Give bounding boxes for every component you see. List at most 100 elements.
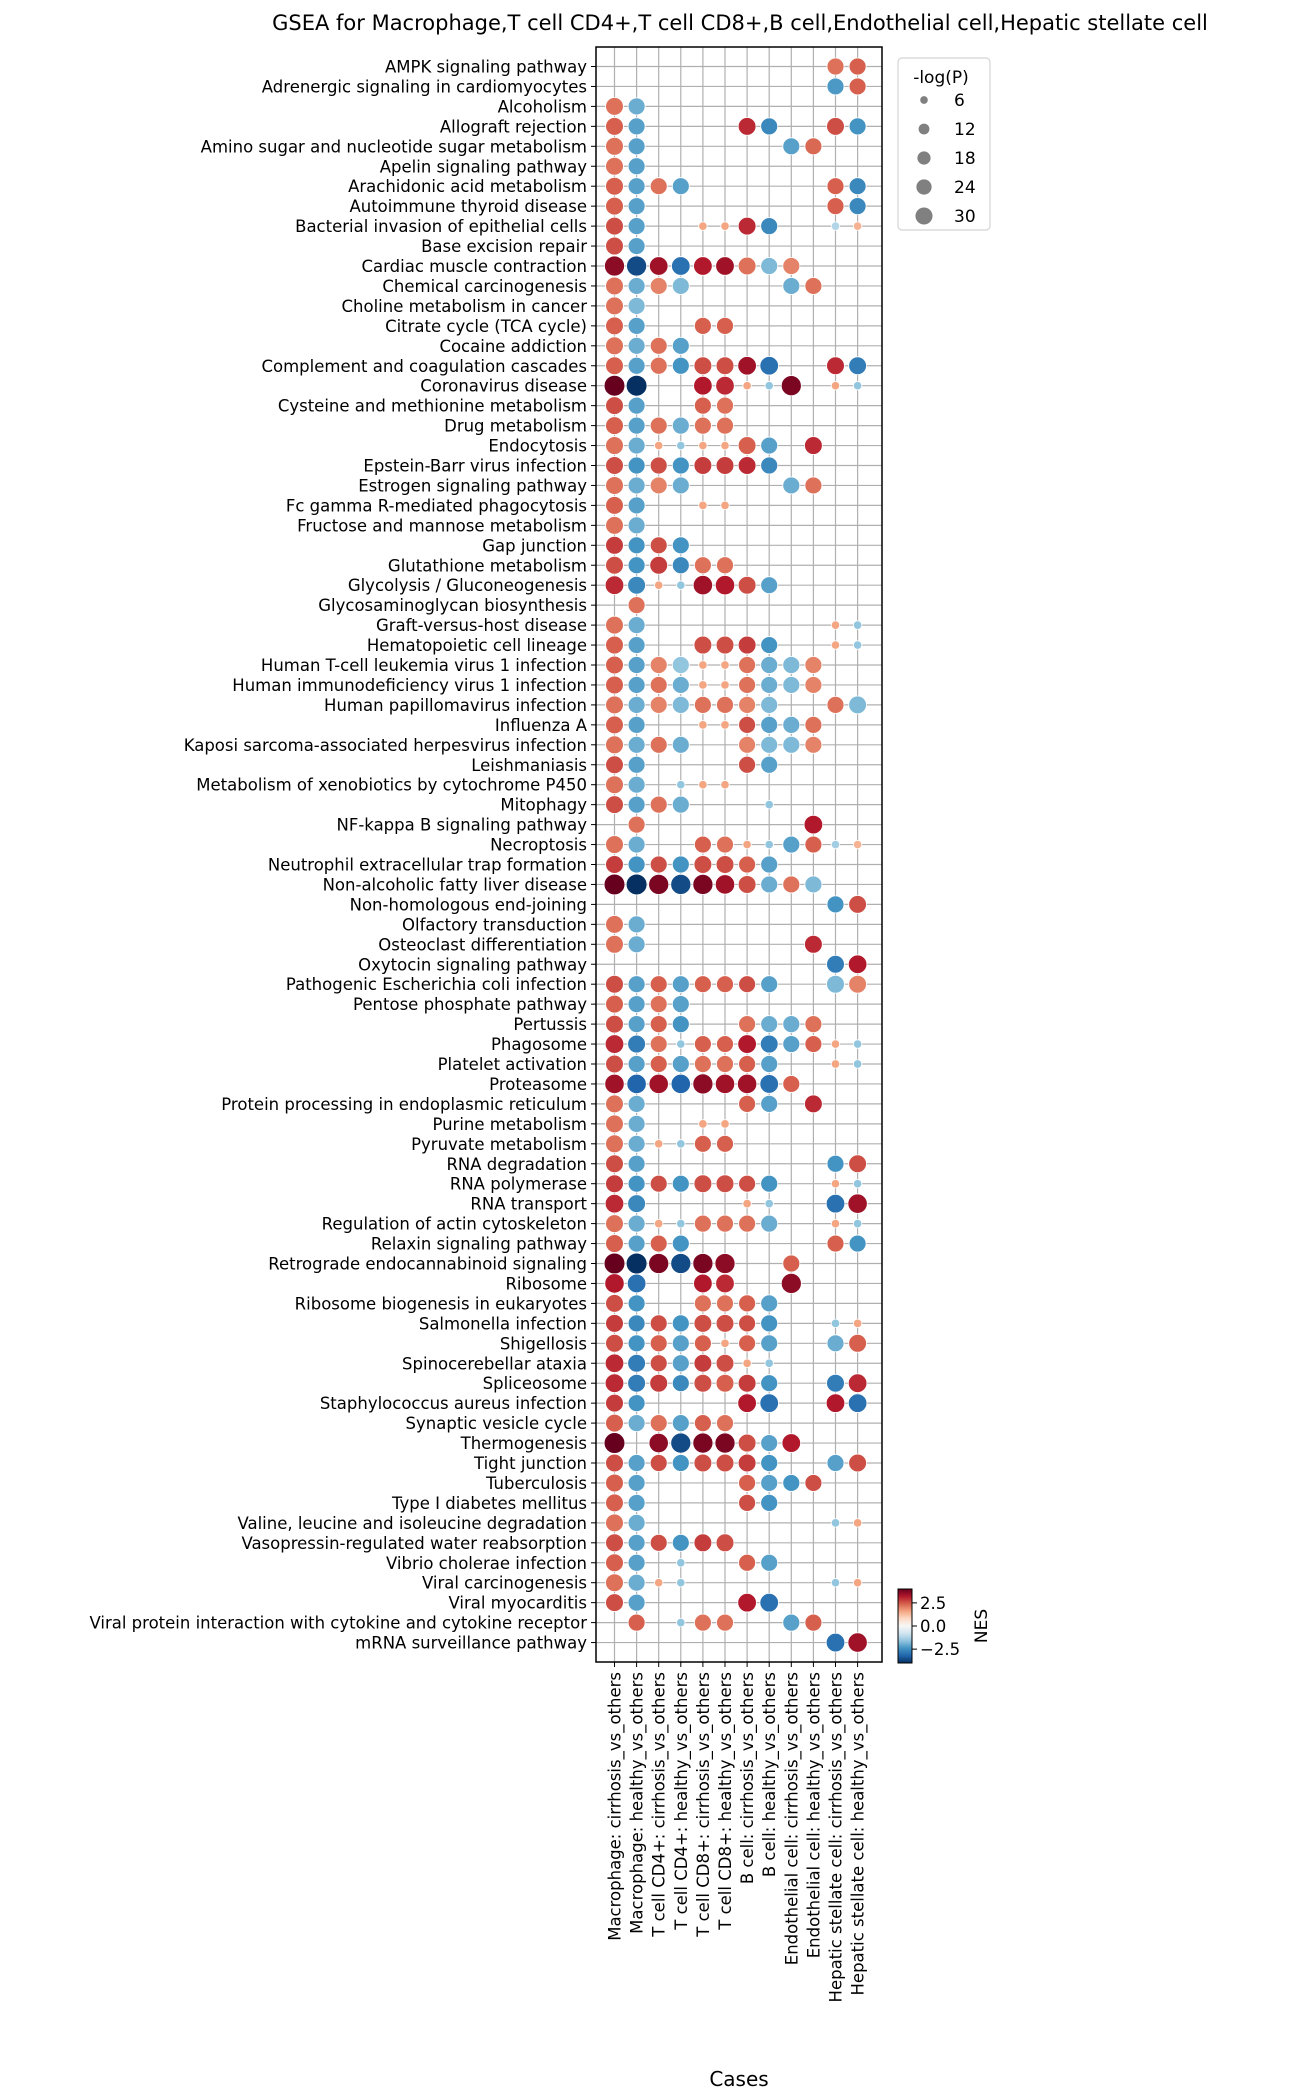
data-point [760,576,779,595]
data-point [715,1353,735,1373]
data-point [830,381,841,391]
data-point [804,1015,823,1033]
colorbar-tick-label: −2.5 [920,1640,960,1659]
row-label: Ribosome biogenesis in eukaryotes [295,1294,587,1313]
data-point [848,356,867,376]
data-point [605,216,624,236]
data-point [670,1253,692,1274]
row-label: Allograft rejection [440,117,587,136]
row-label: Drug metabolism [444,417,587,436]
size-legend-marker [915,207,933,225]
data-point [627,137,646,156]
data-point [852,221,863,231]
data-point [627,575,646,595]
data-point [737,436,757,455]
data-point [692,575,713,596]
data-point [605,1054,624,1074]
data-point [627,1414,646,1432]
data-point [605,276,624,296]
row-label: Vibrio cholerae infection [386,1554,587,1573]
data-point [716,1134,734,1153]
data-point [676,1617,686,1628]
data-point [714,1253,736,1274]
data-point [694,1134,712,1153]
data-point [627,1533,646,1552]
data-point [782,1075,801,1093]
colorbar-tick-label: 2.5 [920,1594,946,1613]
data-point [649,795,668,814]
data-point [627,1174,646,1193]
data-point [654,1139,664,1149]
row-label: RNA polymerase [450,1175,587,1194]
data-point [830,1518,841,1528]
data-point [720,780,730,790]
data-point [852,1059,863,1069]
data-point [716,1414,734,1432]
data-point [654,440,664,451]
data-point [627,1194,646,1213]
data-point [760,755,779,774]
data-point [738,855,756,874]
data-point [671,1414,690,1432]
data-point [716,1613,734,1632]
data-point [715,1453,735,1473]
data-point [649,1174,668,1193]
data-point [760,696,779,714]
data-point [627,935,646,954]
row-label: Alcoholism [498,97,587,116]
data-point [720,221,730,231]
data-point [852,381,863,391]
data-point [760,975,779,994]
data-point [742,1358,752,1368]
data-point [627,1314,646,1333]
data-point [830,1059,841,1069]
row-label: Citrate cycle (TCA cycle) [385,317,587,336]
data-point [671,1454,690,1472]
data-point [605,735,624,755]
row-label: Spinocerebellar ataxia [402,1354,587,1373]
data-point [760,636,779,654]
row-label: Neutrophil extracellular trap formation [268,856,587,875]
data-point [694,835,712,854]
data-point [848,1453,867,1473]
data-point [693,1273,713,1294]
data-point [671,1314,690,1333]
row-label: Gap junction [482,536,587,555]
data-point [649,1533,668,1552]
data-point [649,277,668,295]
data-point [605,456,624,475]
data-point [649,676,668,694]
size-legend-marker [918,123,930,135]
data-point [760,855,779,874]
data-point [826,117,845,136]
data-point [605,97,624,116]
data-point [716,1214,734,1233]
data-point [605,635,624,655]
data-point [804,656,823,674]
data-point [654,1218,664,1229]
data-point [654,1578,664,1588]
data-point [627,297,646,315]
row-label: Influenza A [495,716,588,735]
data-point [671,975,690,994]
data-point [605,516,624,535]
data-point [782,1474,801,1492]
colorbar-gradient [897,1588,913,1664]
row-label: Staphylococcus aureus infection [320,1394,587,1413]
data-point [760,1553,779,1572]
row-label: Tuberculosis [485,1474,587,1493]
row-label: Pathogenic Escherichia coli infection [286,975,587,994]
data-point [760,1494,779,1512]
data-point [605,535,624,555]
data-point [649,656,668,674]
data-point [804,715,823,734]
data-point [605,1154,624,1174]
data-point [605,136,624,156]
data-point [698,221,708,231]
data-point [627,596,646,615]
data-point [649,696,668,714]
row-label: Proteasome [489,1075,587,1094]
data-point [759,356,779,376]
row-label: NF-kappa B signaling pathway [337,816,588,835]
data-point [649,735,668,754]
